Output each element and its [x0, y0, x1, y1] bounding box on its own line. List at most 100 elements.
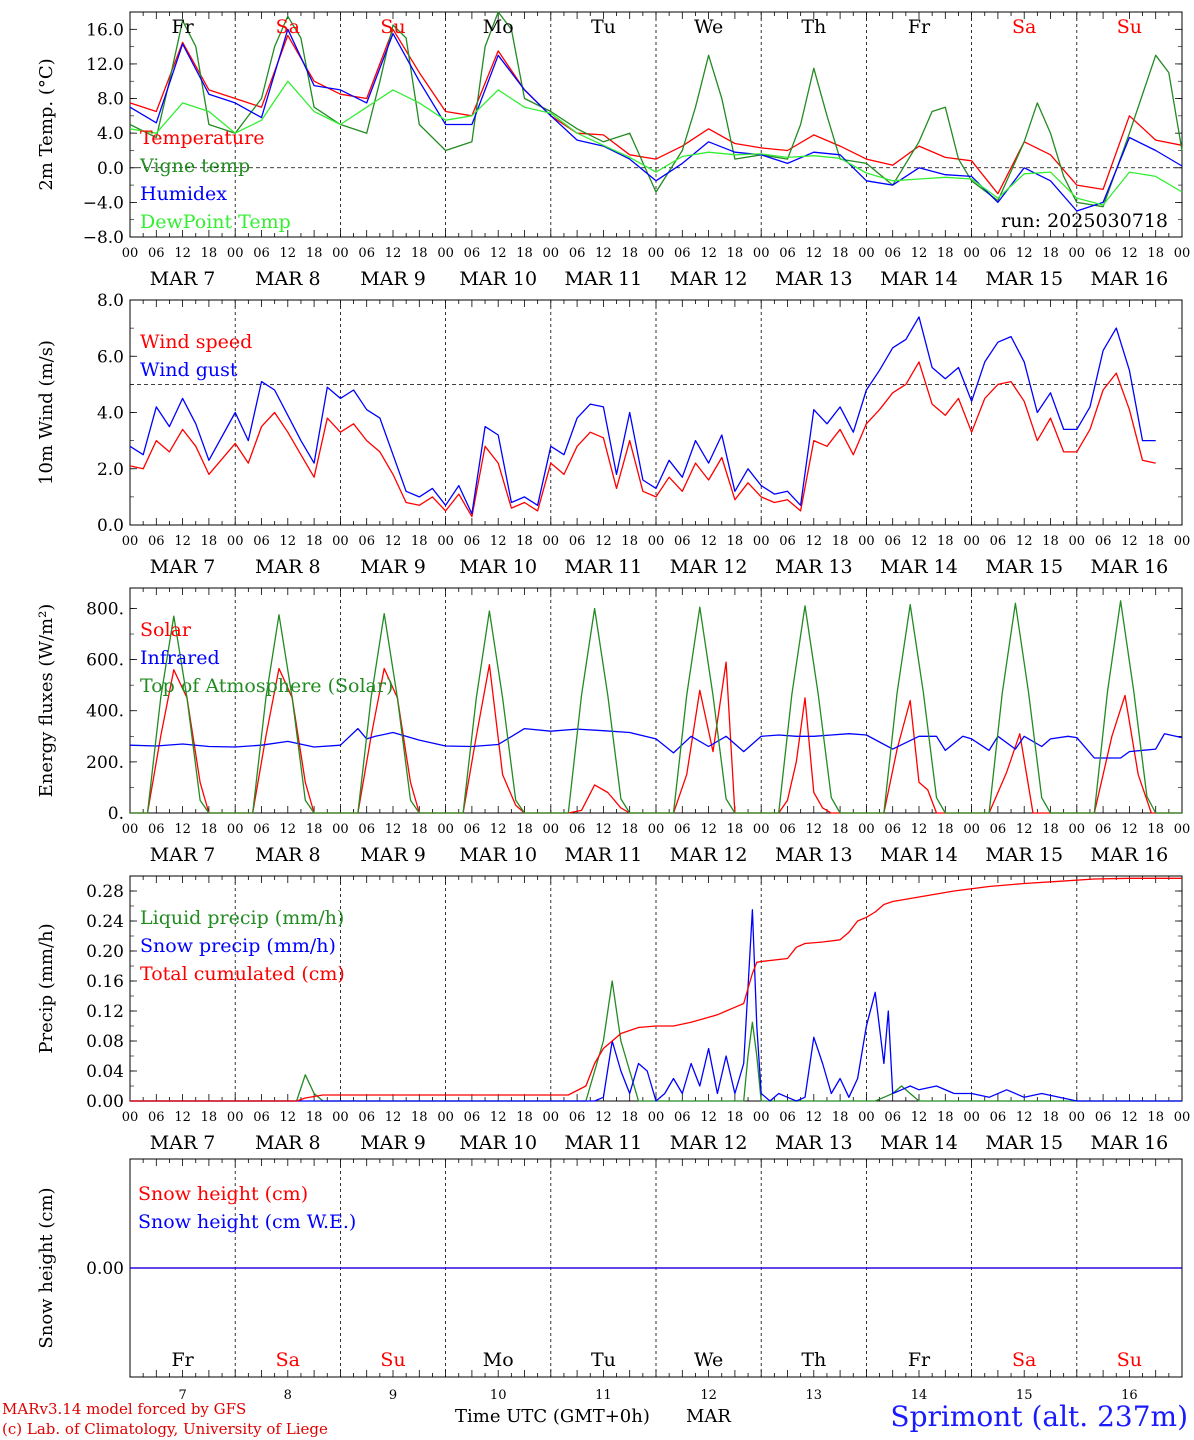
- hour-tick-label: 06: [674, 246, 691, 261]
- hour-tick-label: 18: [621, 534, 638, 549]
- hour-tick-label: 00: [332, 822, 349, 837]
- hour-tick-label: 18: [832, 1110, 849, 1125]
- hour-tick-label: 12: [174, 534, 191, 549]
- weekday-label: Th: [801, 16, 826, 38]
- hour-tick-label: 18: [411, 1110, 428, 1125]
- hour-tick-label: 00: [543, 246, 560, 261]
- hour-tick-label: 18: [1147, 822, 1164, 837]
- weekday-label: Su: [1117, 1349, 1142, 1371]
- weekday-label: Sa: [276, 1349, 300, 1371]
- weekday-label: Tu: [591, 16, 616, 38]
- hour-tick-label: 00: [1069, 822, 1086, 837]
- hour-tick-label: 12: [911, 534, 928, 549]
- hour-tick-label: 06: [253, 1110, 270, 1125]
- day-label: MAR 12: [670, 556, 748, 578]
- hour-tick-label: 06: [148, 1110, 165, 1125]
- day-label: MAR 13: [775, 556, 853, 578]
- day-label: MAR 10: [459, 268, 537, 290]
- hour-tick-label: 18: [1042, 534, 1059, 549]
- hour-tick-label: 18: [621, 822, 638, 837]
- hour-tick-label: 18: [832, 246, 849, 261]
- day-label: MAR 9: [360, 844, 426, 866]
- hour-tick-label: 12: [700, 1110, 717, 1125]
- legend-entry: Wind speed: [140, 331, 252, 353]
- y-tick-label: 12.0: [86, 55, 124, 75]
- hour-tick-label: 00: [753, 246, 770, 261]
- hour-tick-label: 12: [385, 822, 402, 837]
- hour-tick-label: 00: [648, 534, 665, 549]
- weekday-label: Mo: [483, 16, 514, 38]
- hour-tick-label: 00: [858, 246, 875, 261]
- hour-tick-label: 12: [595, 822, 612, 837]
- hour-tick-label: 18: [306, 822, 323, 837]
- day-label: MAR 13: [775, 1132, 853, 1154]
- hour-tick-label: 18: [621, 246, 638, 261]
- hour-tick-label: 00: [543, 534, 560, 549]
- weekday-label: Th: [801, 1349, 826, 1371]
- hour-tick-label: 00: [227, 246, 244, 261]
- hour-tick-label: 06: [674, 534, 691, 549]
- weekday-label: We: [694, 16, 723, 38]
- hour-tick-label: 06: [569, 534, 586, 549]
- hour-tick-label: 18: [306, 246, 323, 261]
- hour-tick-label: 18: [937, 1110, 954, 1125]
- station-name: Sprimont (alt. 237m): [890, 1400, 1188, 1433]
- series-line: [129, 361, 1156, 518]
- hour-tick-label: 12: [806, 246, 823, 261]
- y-axis-label: 10m Wind (m/s): [36, 340, 57, 485]
- hour-tick-label: 06: [1095, 534, 1112, 549]
- hour-tick-label: 06: [779, 1110, 796, 1125]
- hour-tick-label: 12: [595, 1110, 612, 1125]
- plot-frame: [129, 299, 1183, 526]
- hour-tick-label: 00: [227, 822, 244, 837]
- hour-tick-label: 00: [858, 822, 875, 837]
- hour-tick-label: 00: [332, 534, 349, 549]
- hour-tick-label: 12: [385, 246, 402, 261]
- hour-tick-label: 12: [806, 534, 823, 549]
- legend-entry: Infrared: [140, 647, 220, 669]
- day-label: MAR 10: [459, 556, 537, 578]
- hour-tick-label: 00: [963, 534, 980, 549]
- day-label: MAR 16: [1091, 1132, 1169, 1154]
- weekday-label: Su: [380, 1349, 405, 1371]
- hour-tick-label: 18: [201, 534, 218, 549]
- hour-tick-label: 06: [1095, 1110, 1112, 1125]
- hour-tick-label: 18: [621, 1110, 638, 1125]
- day-label: MAR 16: [1091, 844, 1169, 866]
- hour-tick-label: 06: [884, 246, 901, 261]
- hour-tick-label: 06: [464, 822, 481, 837]
- series-line: [130, 661, 1182, 814]
- weekday-label: Tu: [591, 1349, 616, 1371]
- hour-tick-label: 00: [963, 1110, 980, 1125]
- model-credit: MARv3.14 model forced by GFS: [2, 1400, 247, 1418]
- y-tick-label: 0.00: [86, 1259, 124, 1279]
- hour-tick-label: 18: [1042, 1110, 1059, 1125]
- hour-tick-label: 12: [911, 822, 928, 837]
- hour-tick-label: 18: [201, 822, 218, 837]
- day-number: 16: [1121, 1388, 1138, 1403]
- legend-entry: Snow height (cm W.E.): [138, 1211, 356, 1233]
- hour-tick-label: 00: [543, 822, 560, 837]
- hour-tick-label: 06: [569, 822, 586, 837]
- weekday-label: We: [694, 1349, 723, 1371]
- hour-tick-label: 00: [437, 534, 454, 549]
- legend-entry: Top of Atmosphere (Solar): [140, 675, 393, 697]
- hour-tick-label: 00: [122, 1110, 139, 1125]
- x-axis-month: MAR: [686, 1406, 731, 1427]
- hour-tick-label: 06: [1095, 822, 1112, 837]
- hour-tick-label: 18: [727, 534, 744, 549]
- day-label: MAR 7: [150, 268, 216, 290]
- hour-tick-label: 18: [1042, 246, 1059, 261]
- day-label: MAR 13: [775, 268, 853, 290]
- hour-tick-label: 18: [832, 534, 849, 549]
- day-number: 8: [284, 1388, 292, 1403]
- hour-tick-label: 00: [753, 822, 770, 837]
- weekday-label: Sa: [276, 16, 300, 38]
- day-label: MAR 8: [255, 268, 321, 290]
- day-number: 9: [389, 1388, 397, 1403]
- hour-tick-label: 18: [937, 246, 954, 261]
- day-number: 13: [806, 1388, 823, 1403]
- hour-tick-label: 00: [648, 246, 665, 261]
- day-number: 10: [490, 1388, 507, 1403]
- hour-tick-label: 06: [1095, 246, 1112, 261]
